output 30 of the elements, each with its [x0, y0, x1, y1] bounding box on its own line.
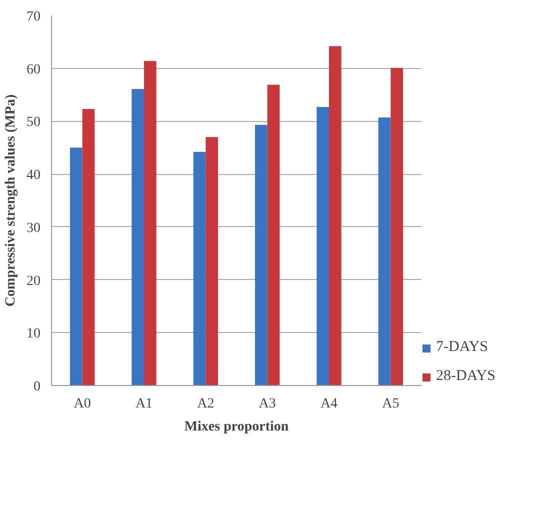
bar	[144, 60, 156, 386]
x-tick-label: A0	[74, 396, 91, 412]
y-axis-title: Compressive strength values (MPa)	[4, 94, 18, 307]
bar	[206, 137, 218, 386]
y-tick-label: 20	[26, 274, 40, 289]
y-tick-label: 10	[26, 326, 40, 342]
x-tick-label: A2	[197, 396, 214, 412]
x-tick-label: A3	[258, 396, 276, 412]
bar	[390, 68, 403, 386]
x-tick-label: A5	[382, 396, 400, 412]
y-tick-label: 60	[26, 62, 40, 78]
legend-label: 28-DAYS	[436, 368, 496, 385]
bar	[132, 88, 144, 386]
x-axis-title: Mixes proportion	[184, 420, 289, 434]
y-tick-label: 30	[26, 220, 40, 236]
y-tick-label: 50	[26, 115, 40, 130]
bar	[70, 148, 82, 386]
bar	[316, 106, 329, 386]
y-tick-label: 70	[26, 10, 40, 24]
y-tick-label: 0	[34, 380, 40, 394]
bar	[255, 124, 268, 386]
x-tick-label: A1	[135, 396, 153, 412]
bar	[267, 84, 280, 386]
y-tick-label: 40	[26, 168, 40, 184]
bar	[378, 118, 391, 386]
x-tick-label: A4	[320, 396, 338, 412]
bar	[82, 109, 95, 386]
bar	[329, 46, 342, 386]
bar	[193, 152, 206, 386]
legend-label: 7-DAYS	[436, 339, 488, 356]
